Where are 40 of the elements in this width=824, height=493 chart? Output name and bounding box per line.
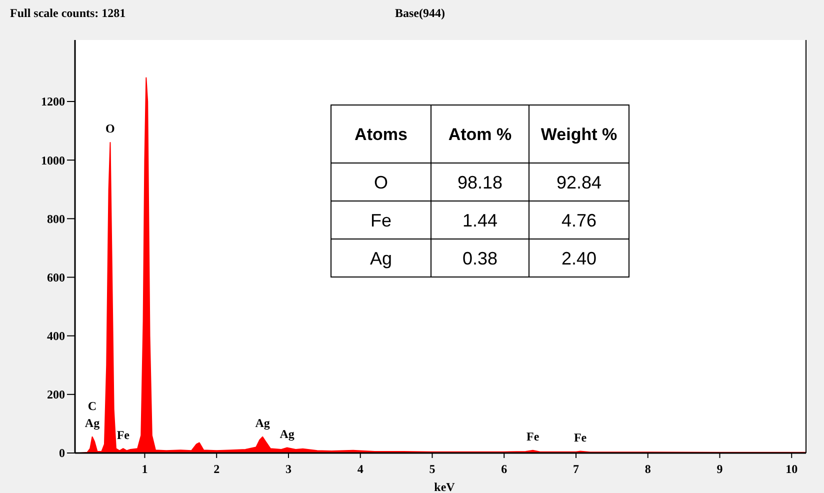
annotation: C	[88, 399, 97, 414]
y-tick-label: 800	[47, 212, 65, 226]
annotation: 1.44	[462, 210, 498, 230]
y-tick-label: 1000	[41, 153, 65, 168]
x-tick-label: 1	[142, 462, 148, 476]
annotation: Fe	[574, 430, 588, 444]
y-tick-label: 200	[47, 388, 65, 402]
annotation: Fe	[370, 210, 392, 230]
y-tick-label: 0	[59, 446, 65, 460]
annotation: O	[106, 122, 115, 136]
y-tick-label: 1200	[41, 94, 65, 109]
x-tick-label: 10	[786, 462, 798, 476]
annotation: O	[374, 172, 388, 192]
x-axis-title: keV	[434, 480, 456, 493]
annotation: Atoms	[354, 124, 408, 144]
x-tick-label: 2	[214, 462, 220, 476]
y-tick-label: 600	[47, 270, 65, 284]
x-tick-label: 9	[716, 462, 723, 476]
annotation: Weight %	[540, 124, 618, 144]
annotation: Atom %	[448, 124, 512, 144]
annotation: 98.18	[457, 172, 503, 192]
annotation: Ag	[370, 248, 392, 268]
chart-title: Full scale counts: 1281	[10, 6, 126, 20]
x-tick-label: 4	[357, 462, 364, 476]
chart-subtitle: Base(944)	[395, 6, 445, 20]
annotation: 92.84	[556, 172, 602, 192]
annotation: 2.40	[561, 248, 597, 268]
x-tick-label: 3	[285, 462, 292, 476]
x-tick-label: 7	[572, 462, 579, 476]
annotation: 0.38	[462, 248, 498, 268]
y-tick-label: 400	[47, 329, 65, 344]
annotation: 4.76	[561, 210, 597, 230]
annotation: Ag	[84, 416, 100, 430]
annotation: Fe	[116, 428, 130, 442]
annotation: Ag	[255, 416, 270, 430]
annotation: Ag	[280, 426, 294, 441]
x-tick-label: 6	[501, 462, 508, 476]
annotation: Fe	[526, 430, 540, 444]
x-tick-label: 8	[644, 462, 651, 476]
x-tick-label: 5	[429, 462, 436, 476]
